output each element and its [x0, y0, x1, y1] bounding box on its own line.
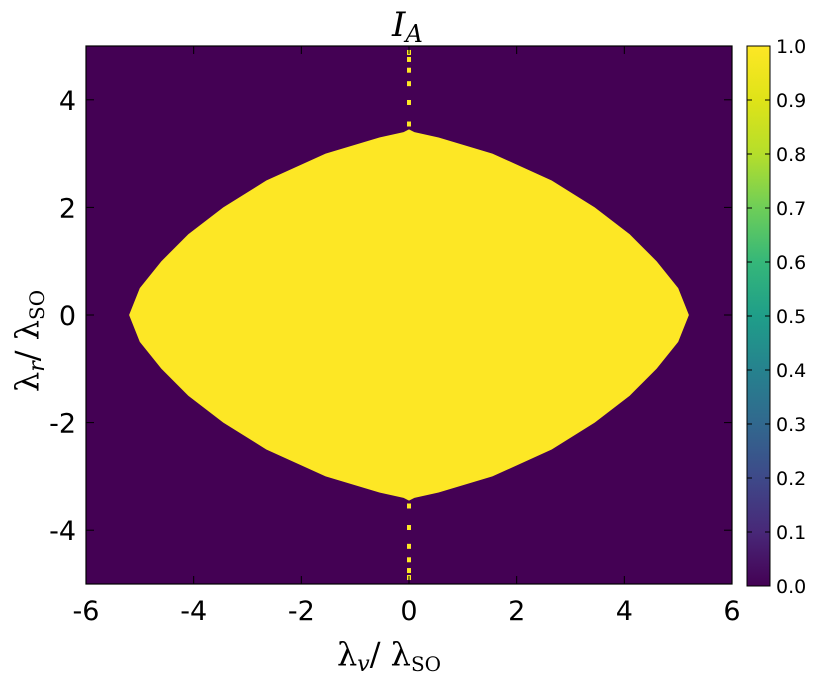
chart-title-sub: A — [403, 20, 422, 48]
x-tick-label: 6 — [723, 596, 740, 627]
x-label-sub: v — [357, 652, 370, 677]
y-axis-label: λr/ λSO — [8, 290, 50, 392]
y-label-sep: / — [8, 340, 46, 361]
x-tick-label: 0 — [400, 596, 417, 627]
colorbar-tick-label: 0.5 — [776, 306, 806, 328]
y-tick-label: -4 — [49, 516, 76, 547]
spine-point — [407, 67, 411, 73]
x-label-sep: / — [370, 635, 391, 673]
x-tick-label: -2 — [288, 596, 315, 627]
y-label-sub: r — [25, 360, 50, 372]
colorbar-tick-label: 0.6 — [776, 252, 806, 274]
colorbar-ticks: 0.0 0.1 0.2 0.3 0.4 0.5 0.6 0.7 0.8 0.9 1.0 — [747, 36, 806, 598]
chart-title-main: I — [391, 5, 406, 45]
y-label-sub2: SO — [25, 290, 49, 320]
x-tick-label: -4 — [180, 596, 207, 627]
x-axis: -6 -4 -2 0 2 4 6 — [73, 46, 741, 627]
y-axis: -4 -2 0 2 4 — [49, 86, 732, 547]
x-label-lambda: λ — [337, 635, 357, 673]
spine-point — [407, 557, 411, 563]
y-tick-label: 0 — [59, 301, 76, 332]
spine-point — [407, 99, 411, 105]
spine-point — [407, 543, 411, 549]
colorbar-tick-label: 0.2 — [776, 468, 806, 490]
x-tick-label: -6 — [73, 596, 100, 627]
spine-point — [407, 525, 411, 531]
spine-point — [407, 568, 411, 574]
spine-point — [407, 121, 411, 127]
colorbar-tick-label: 0.9 — [776, 90, 806, 112]
colorbar-tick-label: 0.1 — [776, 522, 806, 544]
colorbar-tick-label: 1.0 — [776, 36, 806, 58]
y-tick-label: 4 — [59, 86, 76, 117]
value-one-region — [129, 129, 689, 501]
colorbar-tick-label: 0.4 — [776, 360, 806, 382]
spine-point — [407, 81, 411, 87]
y-label-lambda: λ — [8, 372, 46, 392]
colorbar-tick-label: 0.7 — [776, 198, 806, 220]
y-tick-label: -2 — [49, 409, 76, 440]
spine-point — [407, 56, 411, 62]
x-tick-label: 2 — [508, 596, 525, 627]
y-label-lambda2: λ — [8, 320, 46, 340]
chart-title: IA — [391, 5, 423, 48]
colorbar-tick-label: 0.8 — [776, 144, 806, 166]
spine-point — [407, 503, 411, 509]
x-label-lambda2: λ — [391, 635, 411, 673]
x-axis-label: λv/ λSO — [337, 635, 441, 677]
x-label-sub2: SO — [411, 652, 441, 676]
colorbar-tick-label: 0.0 — [776, 576, 806, 598]
y-tick-label: 2 — [59, 193, 76, 224]
plot-area — [86, 46, 732, 584]
x-tick-label: 4 — [616, 596, 633, 627]
colorbar-tick-label: 0.3 — [776, 414, 806, 436]
